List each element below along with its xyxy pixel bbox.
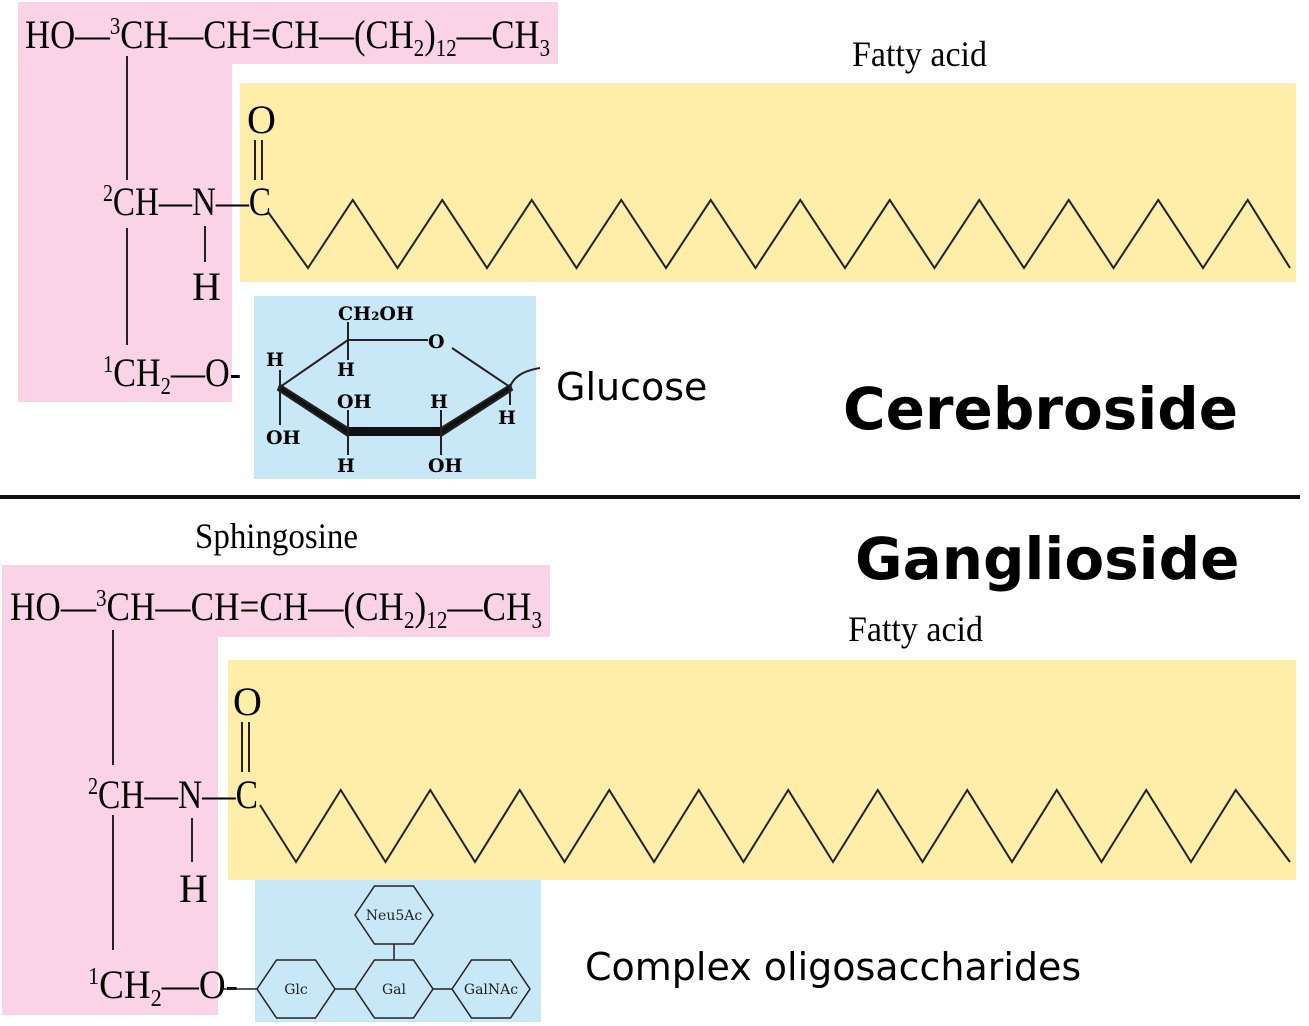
subscript: 2 xyxy=(151,986,162,1012)
sphingosine-label: Sphingosine xyxy=(195,516,358,556)
glucose-ring xyxy=(276,322,541,455)
sugar-label: GalNAc xyxy=(464,982,518,998)
formula-text: —CH xyxy=(446,584,531,629)
c1-label: 1CH2—O- xyxy=(103,350,241,400)
sugar-hexagon xyxy=(256,959,336,1019)
glucose-oh: OH xyxy=(337,391,372,413)
formula-text: HO— xyxy=(25,12,111,57)
glucose-h: H xyxy=(266,349,284,371)
glucose-oh: OH xyxy=(428,455,463,477)
formula-text: CH—CH=CH—(CH xyxy=(107,584,404,629)
subscript: 2 xyxy=(161,374,171,400)
sphingosine-formula: HO—3CH—CH=CH—(CH2)12—CH3 xyxy=(10,584,542,634)
formula-text: CH—CH=CH—(CH xyxy=(120,12,414,57)
glucose-h: H xyxy=(337,359,355,381)
fatty-acid-label: Fatty acid xyxy=(852,34,987,74)
formula-text: HO— xyxy=(10,584,97,629)
c2-amide-label: 2CH—N—C xyxy=(88,772,258,817)
formula-text: —O- xyxy=(161,962,238,1007)
oligosaccharide-chain: Glc Gal GalNAc Neu5Ac xyxy=(222,885,531,1019)
formula-text: ) xyxy=(415,584,427,629)
formula-text: CH xyxy=(113,350,160,395)
sphingosine-region xyxy=(2,565,550,1015)
glucose-h: H xyxy=(430,391,448,413)
amide-hydrogen: H xyxy=(179,866,208,911)
superscript: 1 xyxy=(103,352,113,378)
sugar-label: Glc xyxy=(284,982,308,998)
subscript: 2 xyxy=(414,36,424,62)
formula-text: —CH xyxy=(456,12,540,57)
sphingosine-region xyxy=(18,2,558,402)
formula-text: CH—N—C xyxy=(98,772,258,817)
cerebroside-title: Cerebroside xyxy=(843,375,1238,443)
sugar-hexagon xyxy=(354,885,434,945)
glucose-h: H xyxy=(498,407,516,429)
sugar-hexagon xyxy=(354,959,434,1019)
subscript: 3 xyxy=(531,608,542,634)
fatty-acid-label: Fatty acid xyxy=(848,609,983,649)
ganglioside-title: Ganglioside xyxy=(855,525,1239,593)
sugar-label: Neu5Ac xyxy=(366,908,423,924)
ganglioside-panel: Sphingosine HO—3CH—CH=CH—(CH2)12—CH3 2CH… xyxy=(2,516,1296,1022)
fatty-acid-region xyxy=(228,660,1296,880)
formula-text: CH xyxy=(99,962,151,1007)
c2-amide-label: 2CH—N—C xyxy=(103,179,271,224)
sphingosine-formula: HO—3CH—CH=CH—(CH2)12—CH3 xyxy=(25,12,550,62)
superscript: 3 xyxy=(96,586,107,612)
subscript: 3 xyxy=(540,36,550,62)
cerebroside-panel: HO—3CH—CH=CH—(CH2)12—CH3 2CH—N—C O H 1CH… xyxy=(18,2,1296,479)
formula-text: ) xyxy=(424,12,436,57)
sugar-hexagon xyxy=(451,959,531,1019)
fatty-acid-chain xyxy=(267,198,1291,270)
formula-text: —O- xyxy=(170,350,241,395)
glucose-region xyxy=(254,296,536,479)
superscript: 3 xyxy=(110,14,120,40)
subscript: 12 xyxy=(436,36,457,62)
glucose-ring-oxygen: O xyxy=(428,331,445,353)
subscript: 2 xyxy=(404,608,415,634)
formula-text: CH—N—C xyxy=(113,179,271,224)
superscript: 1 xyxy=(88,964,99,990)
amide-hydrogen: H xyxy=(192,264,221,309)
sugar-label: Gal xyxy=(382,982,407,998)
superscript: 2 xyxy=(88,774,98,800)
fatty-acid-chain xyxy=(259,788,1291,864)
glucose-oh: OH xyxy=(266,427,301,449)
superscript: 2 xyxy=(103,181,113,207)
oligosaccharide-region xyxy=(255,880,541,1022)
glucose-label: Glucose xyxy=(556,365,707,409)
carbonyl-oxygen: O xyxy=(247,97,276,142)
carbonyl-oxygen: O xyxy=(233,679,262,724)
glucose-h: H xyxy=(337,455,355,477)
glucose-ch2oh: CH₂OH xyxy=(338,303,414,325)
oligosaccharide-label: Complex oligosaccharides xyxy=(585,945,1081,989)
c1-label: 1CH2—O- xyxy=(88,962,238,1012)
subscript: 12 xyxy=(426,608,447,634)
fatty-acid-region xyxy=(240,83,1296,282)
